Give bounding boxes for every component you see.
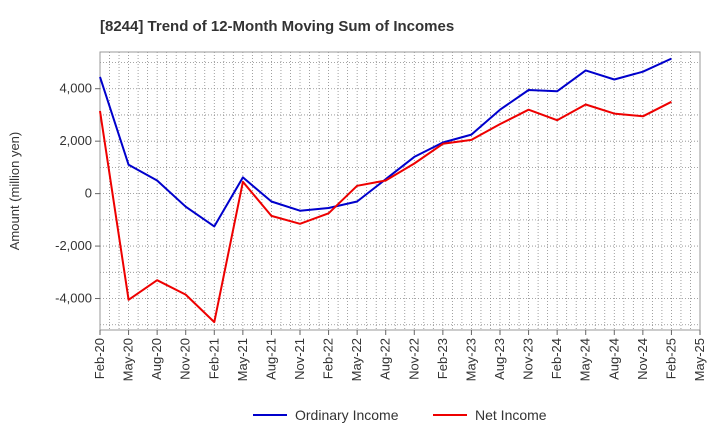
x-tick-label: Feb-22 bbox=[321, 338, 336, 379]
legend: Ordinary Income Net Income bbox=[253, 407, 547, 423]
y-tick-label: 0 bbox=[85, 186, 92, 201]
plot-area-border bbox=[100, 52, 700, 330]
x-tick-label: Feb-23 bbox=[435, 338, 450, 379]
x-tick-label: Nov-22 bbox=[406, 338, 421, 380]
y-tick-label: -2,000 bbox=[55, 238, 92, 253]
y-axis-label: Amount (million yen) bbox=[7, 132, 22, 251]
x-tick-label: Feb-21 bbox=[206, 338, 221, 379]
x-tick-label: May-24 bbox=[578, 338, 593, 381]
legend-label-net-income: Net Income bbox=[475, 407, 547, 423]
y-tick-label: -4,000 bbox=[55, 291, 92, 306]
x-tick-label: Feb-25 bbox=[663, 338, 678, 379]
legend-label-ordinary-income: Ordinary Income bbox=[295, 407, 399, 423]
y-axis: 4,000 2,000 0 -2,000 -4,000 bbox=[55, 81, 100, 306]
y-tick-label: 2,000 bbox=[59, 133, 92, 148]
x-tick-label: Nov-23 bbox=[521, 338, 536, 380]
x-tick-label: May-25 bbox=[692, 338, 707, 381]
x-tick-label: May-22 bbox=[349, 338, 364, 381]
x-tick-label: May-23 bbox=[463, 338, 478, 381]
x-tick-label: Nov-20 bbox=[178, 338, 193, 380]
x-tick-label: Feb-20 bbox=[92, 338, 107, 379]
x-tick-label: Aug-23 bbox=[492, 338, 507, 380]
grid bbox=[100, 52, 700, 330]
x-tick-label: Feb-24 bbox=[549, 338, 564, 379]
y-tick-label: 4,000 bbox=[59, 81, 92, 96]
x-axis: Feb-20 May-20 Aug-20 Nov-20 Feb-21 May-21 Aug-… bbox=[92, 330, 707, 381]
x-tick-label: Aug-21 bbox=[263, 338, 278, 380]
x-tick-label: May-20 bbox=[121, 338, 136, 381]
chart-title: [8244] Trend of 12-Month Moving Sum of I… bbox=[100, 18, 454, 35]
x-tick-label: Aug-20 bbox=[149, 338, 164, 380]
x-tick-label: Nov-21 bbox=[292, 338, 307, 380]
x-tick-label: May-21 bbox=[235, 338, 250, 381]
x-tick-label: Aug-24 bbox=[606, 338, 621, 380]
x-tick-label: Aug-22 bbox=[378, 338, 393, 380]
x-tick-label: Nov-24 bbox=[635, 338, 650, 380]
